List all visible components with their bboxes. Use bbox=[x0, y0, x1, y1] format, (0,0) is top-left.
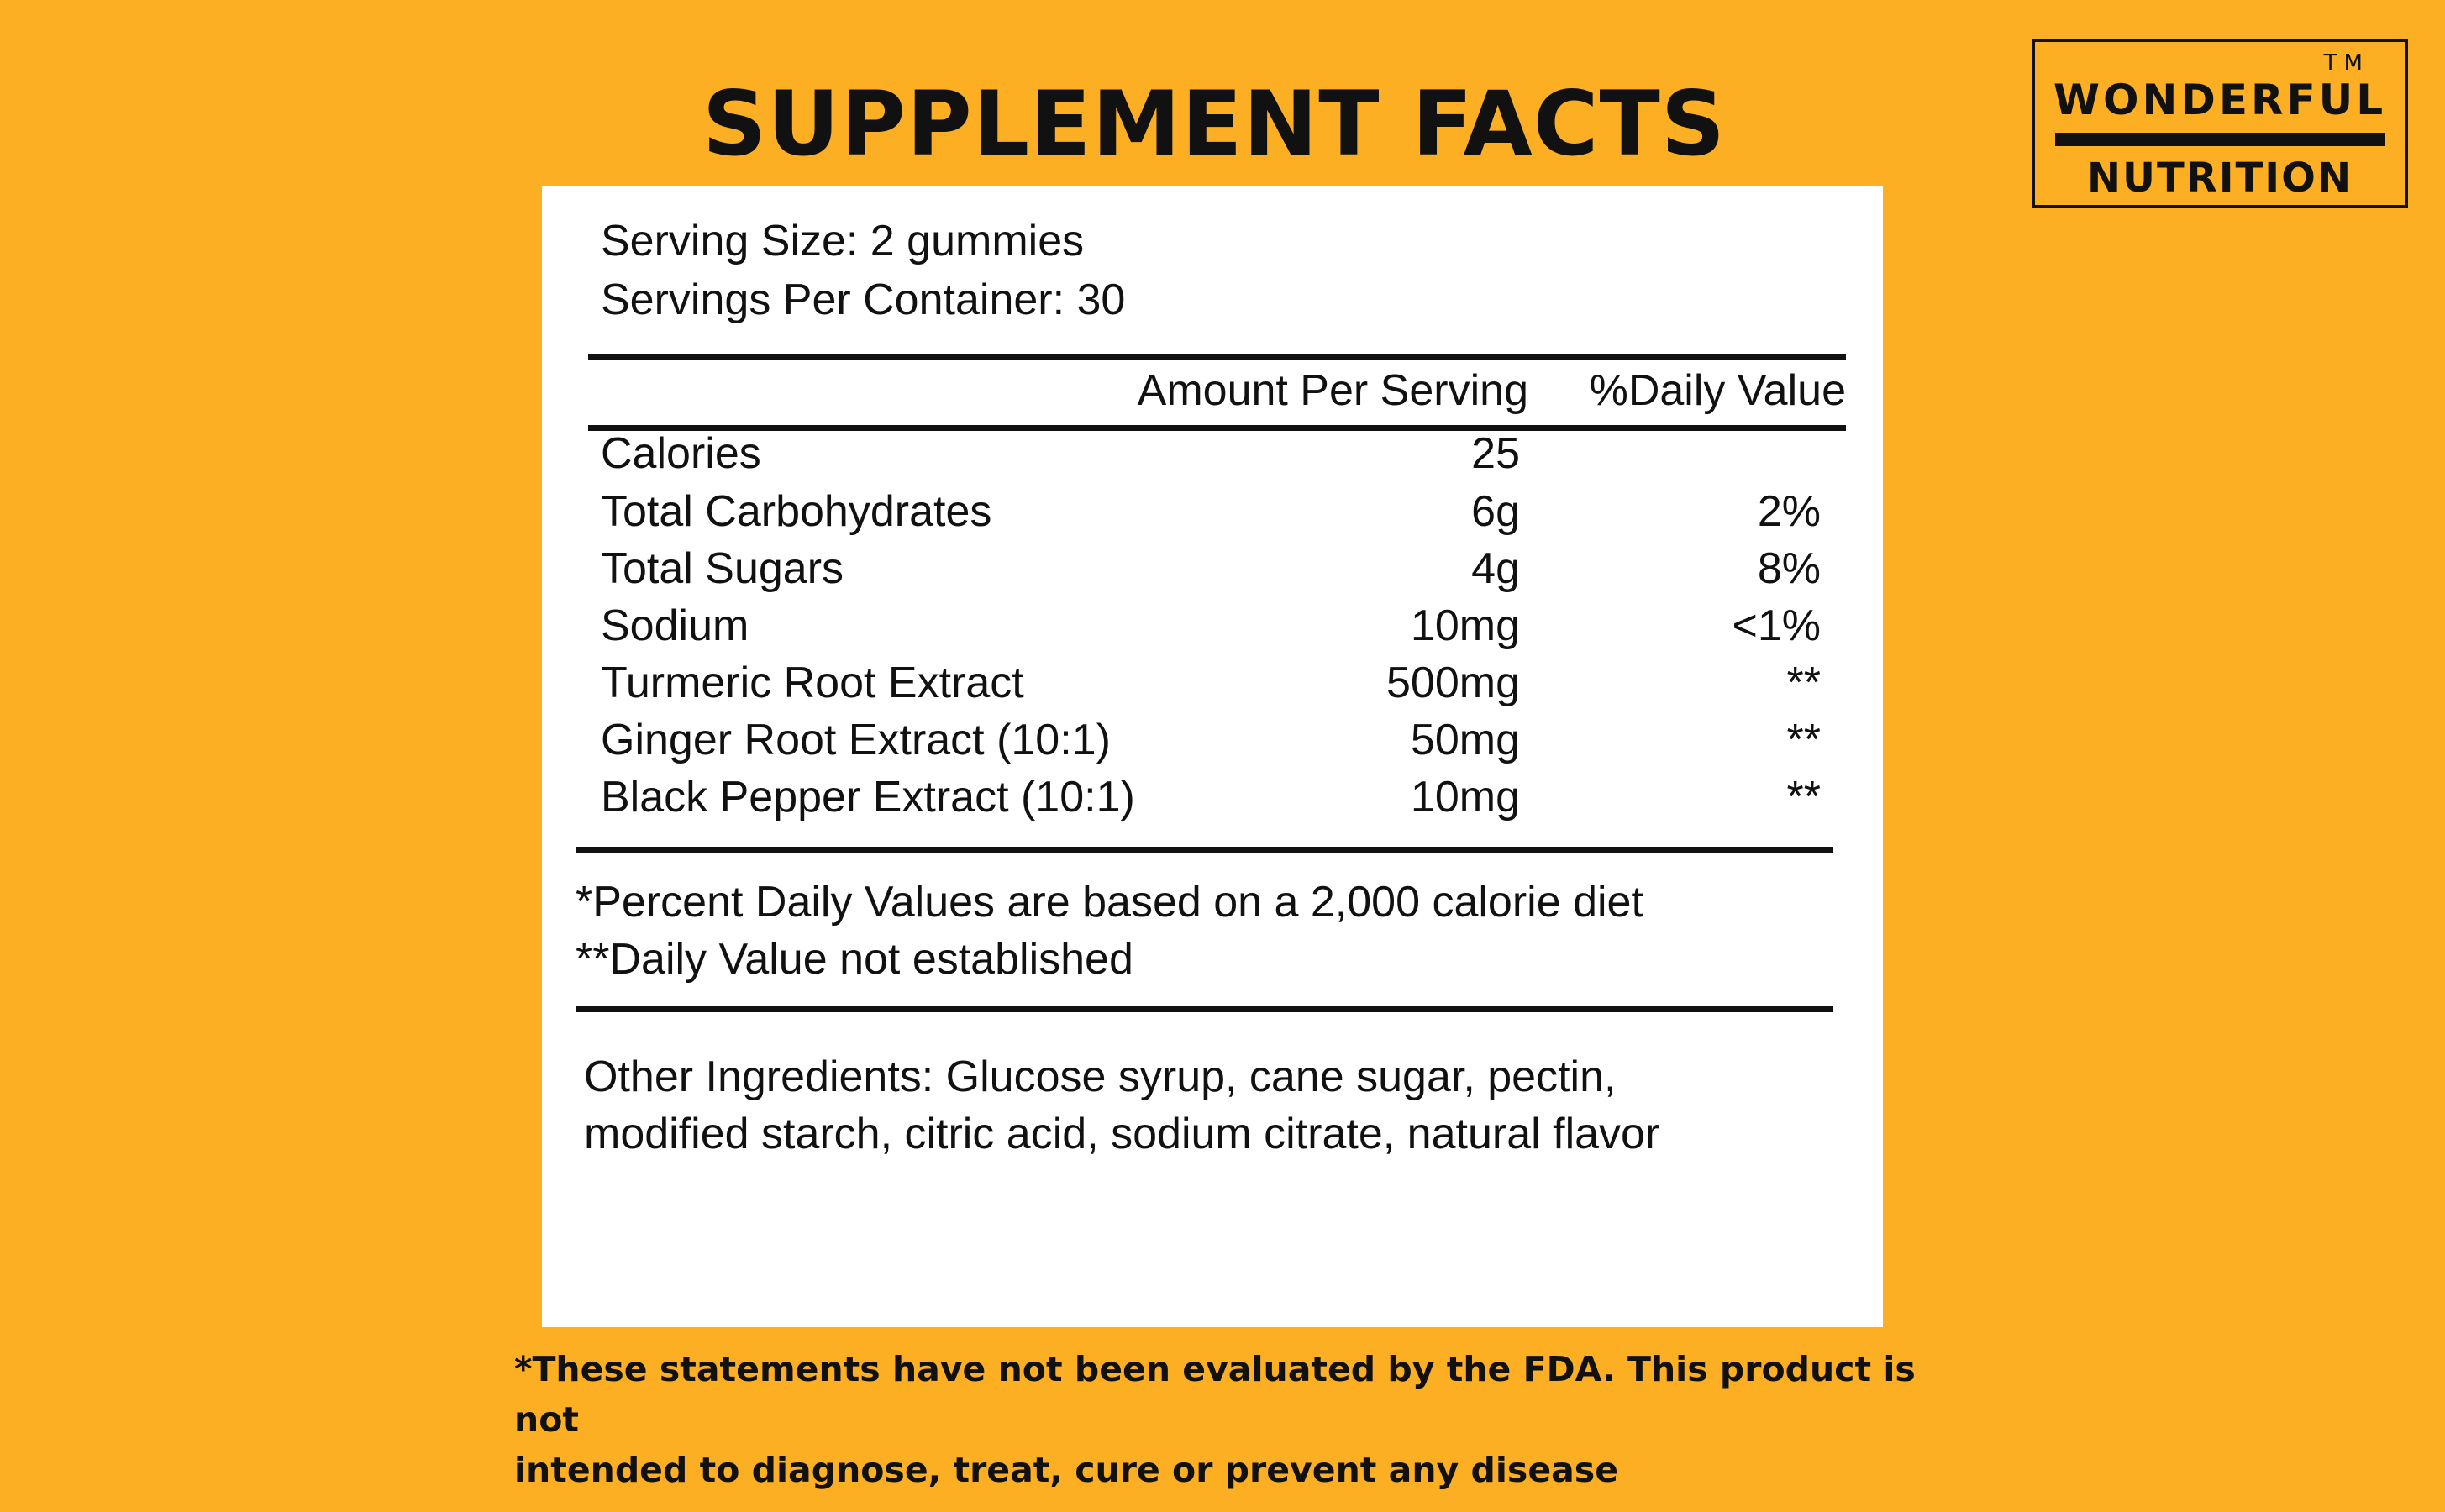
brand-logo: TM WONDERFUL NUTRITION bbox=[2032, 39, 2408, 208]
nutrient-name: Ginger Root Extract (10:1) bbox=[601, 716, 1111, 764]
nutrient-amount: 6g bbox=[1471, 487, 1520, 536]
nutrient-row-calories: Calories 25 bbox=[542, 425, 1883, 482]
nutrient-name: Total Carbohydrates bbox=[601, 487, 992, 536]
serving-size: Serving Size: 2 gummies bbox=[601, 217, 1085, 265]
brand-divider-bar bbox=[2055, 133, 2385, 146]
nutrient-name: Sodium bbox=[601, 601, 749, 650]
nutrient-daily-value: ** bbox=[1786, 773, 1821, 822]
nutrient-row-turmeric: Turmeric Root Extract 500mg ** bbox=[542, 654, 1883, 711]
header-bottom-rule bbox=[588, 425, 1846, 431]
fda-disclaimer: *These statements have not been evaluate… bbox=[514, 1344, 1943, 1495]
nutrient-amount: 10mg bbox=[1410, 773, 1520, 822]
daily-value-footnote: *Percent Daily Values are based on a 2,0… bbox=[576, 878, 1643, 927]
nutrient-row-sodium: Sodium 10mg <1% bbox=[542, 597, 1883, 654]
daily-value-header: %Daily Value bbox=[1589, 366, 1846, 415]
table-bottom-rule bbox=[576, 847, 1833, 853]
disclaimer-line-2: intended to diagnose, treat, cure or pre… bbox=[514, 1450, 1619, 1490]
trademark-mark: TM bbox=[2323, 50, 2369, 76]
nutrient-name: Turmeric Root Extract bbox=[601, 659, 1024, 707]
servings-per-container: Servings Per Container: 30 bbox=[601, 276, 1126, 324]
nutrient-name: Calories bbox=[601, 429, 761, 478]
nutrient-row-black-pepper: Black Pepper Extract (10:1) 10mg ** bbox=[542, 769, 1883, 826]
nutrient-name: Total Sugars bbox=[601, 544, 844, 593]
page-title: SUPPLEMENT FACTS bbox=[702, 72, 1727, 176]
ingredients-line-2: modified starch, citric acid, sodium cit… bbox=[584, 1110, 1660, 1158]
nutrient-amount: 10mg bbox=[1410, 601, 1520, 650]
nutrient-row-carbohydrates: Total Carbohydrates 6g 2% bbox=[542, 483, 1883, 540]
nutrient-amount: 4g bbox=[1471, 544, 1520, 593]
brand-name-top: WONDERFUL bbox=[2053, 76, 2387, 124]
amount-per-serving-header: Amount Per Serving bbox=[1137, 366, 1528, 415]
ingredients-line-1: Other Ingredients: Glucose syrup, cane s… bbox=[584, 1053, 1617, 1101]
brand-name-bottom: NUTRITION bbox=[2086, 155, 2353, 202]
nutrient-amount: 500mg bbox=[1386, 659, 1520, 707]
nutrient-name: Black Pepper Extract (10:1) bbox=[601, 773, 1135, 822]
footnote-bottom-rule bbox=[576, 1006, 1833, 1012]
nutrient-amount: 50mg bbox=[1410, 716, 1520, 764]
not-established-footnote: **Daily Value not established bbox=[576, 935, 1133, 984]
nutrient-daily-value: 2% bbox=[1757, 487, 1821, 536]
nutrient-row-ginger: Ginger Root Extract (10:1) 50mg ** bbox=[542, 711, 1883, 769]
nutrient-daily-value: 8% bbox=[1757, 544, 1821, 593]
nutrient-row-sugars: Total Sugars 4g 8% bbox=[542, 540, 1883, 597]
nutrient-daily-value: ** bbox=[1786, 716, 1821, 764]
supplement-facts-panel: Serving Size: 2 gummies Servings Per Con… bbox=[542, 186, 1883, 1327]
nutrient-daily-value: ** bbox=[1786, 659, 1821, 707]
other-ingredients: Other Ingredients: Glucose syrup, cane s… bbox=[584, 1048, 1827, 1163]
nutrient-daily-value: <1% bbox=[1732, 601, 1821, 650]
header-top-rule bbox=[588, 354, 1846, 360]
nutrient-amount: 25 bbox=[1471, 429, 1520, 478]
disclaimer-line-1: *These statements have not been evaluate… bbox=[514, 1349, 1916, 1440]
